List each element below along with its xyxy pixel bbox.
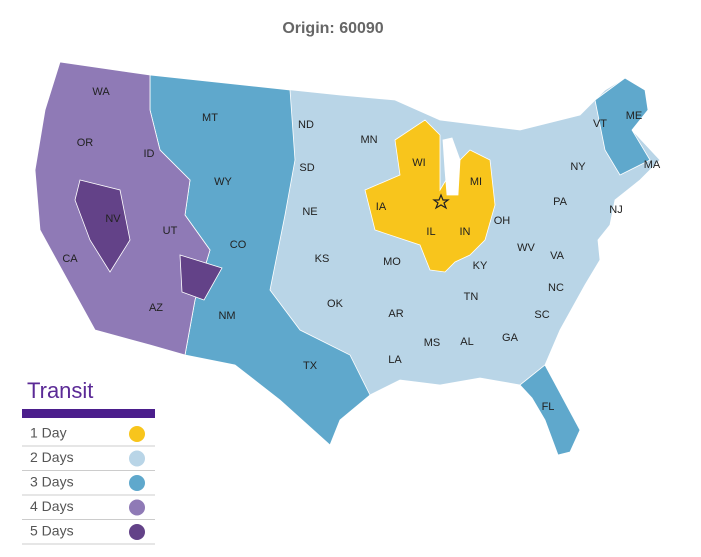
state-label: NC [548, 282, 564, 294]
state-label: FL [542, 401, 555, 413]
state-label: WI [412, 157, 425, 169]
state-label: OH [494, 215, 511, 227]
legend-title: Transit [27, 378, 93, 403]
state-label: NE [302, 206, 317, 218]
state-label: MT [202, 112, 218, 124]
legend-swatch [129, 475, 145, 491]
state-label: NV [105, 213, 121, 225]
legend-swatch [129, 524, 145, 540]
state-label: KY [473, 260, 488, 272]
state-label: NJ [609, 204, 622, 216]
state-label: VT [593, 118, 607, 130]
state-label: IL [426, 226, 435, 238]
state-label: WA [92, 86, 110, 98]
region-3-days [594, 77, 651, 176]
legend-label: 4 Days [30, 498, 74, 514]
state-label: NY [570, 161, 586, 173]
state-label: NM [218, 310, 235, 322]
state-label: MN [360, 134, 377, 146]
legend-swatch [129, 499, 145, 516]
state-label: CO [230, 239, 247, 251]
state-label: KS [315, 253, 330, 265]
state-label: UT [163, 225, 178, 237]
legend-swatch [129, 426, 145, 442]
state-label: TN [464, 291, 479, 303]
state-label: AL [460, 336, 473, 348]
legend-label: 5 Days [30, 523, 74, 539]
legend-swatch [129, 450, 145, 467]
state-label: IA [376, 201, 387, 213]
map-title: Origin: 60090 [282, 20, 383, 37]
region-1-day [364, 119, 496, 273]
legend-bar [22, 409, 155, 418]
legend-label: 1 Day [30, 425, 67, 441]
legend-label: 3 Days [30, 474, 74, 490]
state-label: ID [144, 148, 155, 160]
state-label: VA [550, 250, 565, 262]
state-label: AR [388, 308, 403, 320]
origin-star [432, 193, 450, 210]
state-label: ME [626, 110, 643, 122]
state-label: WV [517, 242, 535, 254]
state-label: OR [77, 137, 94, 149]
region-3-days [519, 364, 581, 456]
state-label: MS [424, 337, 441, 349]
state-label: OK [327, 298, 344, 310]
state-label: PA [553, 196, 568, 208]
state-label: MA [644, 159, 661, 171]
state-label: LA [388, 354, 402, 366]
state-label: TX [303, 360, 318, 372]
state-label: SC [534, 309, 549, 321]
us-map [34, 61, 661, 456]
state-label: WY [214, 176, 232, 188]
lake-michigan [442, 137, 461, 196]
legend-label: 2 Days [30, 449, 74, 465]
state-label: ND [298, 119, 314, 131]
state-label: MI [470, 176, 482, 188]
region-5-days [74, 179, 223, 301]
state-label: AZ [149, 302, 163, 314]
state-label: CA [62, 253, 78, 265]
state-label: IN [460, 226, 471, 238]
state-label: MO [383, 256, 401, 268]
state-label: GA [502, 332, 519, 344]
state-label: SD [299, 162, 314, 174]
